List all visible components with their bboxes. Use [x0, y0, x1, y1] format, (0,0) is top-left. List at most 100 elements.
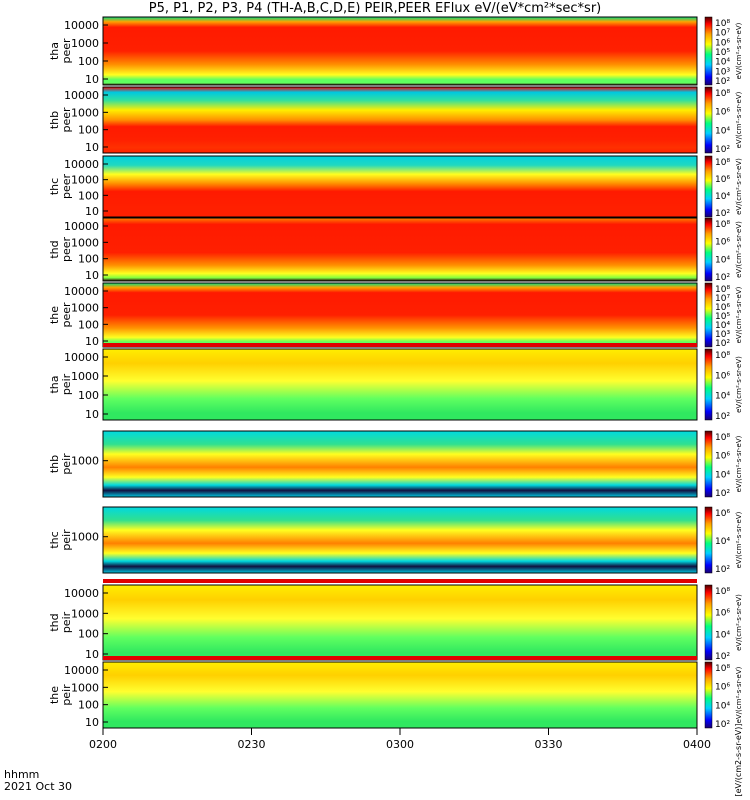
colorbar-tick-label: 10⁸ — [715, 351, 730, 361]
colorbar-unit-label: eV/(cm²-s-sr-eV) — [735, 158, 743, 215]
colorbar-tick-label: 10⁴ — [715, 192, 730, 202]
colorbar-unit-label: eV/(cm²-s-sr-eV) — [735, 22, 743, 79]
colorbar-tick-label: 10⁶ — [715, 371, 730, 381]
colorbar-tick-label: 10⁸ — [715, 433, 730, 443]
colorbar-tick-label: 10² — [715, 209, 730, 219]
y-tick-label: 10 — [85, 648, 99, 661]
colorbar-tick-label: 10⁸ — [715, 664, 730, 674]
colorbar-tick-label: 10⁴ — [715, 255, 730, 265]
panel-label: tha — [48, 375, 61, 393]
colorbar-tick-label: 10⁶ — [715, 175, 730, 185]
y-tick-label: 100 — [78, 318, 99, 331]
y-tick-label: 100 — [78, 389, 99, 402]
date-label: 2021 Oct 30 — [4, 780, 73, 793]
colorbar-unit-label: eV/(cm²-s-sr-eV) — [735, 286, 743, 343]
y-tick-label: 100 — [78, 189, 99, 202]
colorbar-the-peer — [704, 282, 713, 348]
y-tick-label: 10 — [85, 716, 99, 729]
panel-thb-peir: 1000 thb peir 10⁸ 10⁶ 10⁴ 10² eV/(cm²-s-sr-eV) — [48, 430, 743, 499]
y-tick-label: 1000 — [71, 174, 99, 187]
x-tick-label: 0300 — [386, 738, 414, 751]
y-tick-label: 10000 — [64, 158, 99, 171]
panel-label: thc — [48, 531, 61, 548]
colorbar-tick-label: 10⁴ — [715, 126, 730, 136]
plot-frame — [102, 506, 698, 574]
flag-band — [103, 343, 697, 347]
y-tick-label: 10 — [85, 141, 99, 154]
y-tick-label: 1000 — [71, 302, 99, 315]
y-tick-label: 1000 — [71, 681, 99, 694]
colorbar-tick-label: 10⁶ — [715, 452, 730, 462]
colorbar-tha-peir — [704, 348, 713, 421]
colorbar-thb-peer — [704, 86, 713, 154]
colorbar-tick-label: 10⁸ — [715, 285, 730, 295]
colorbar-tha-peer — [704, 16, 713, 86]
colorbar-tick-label: 10³ — [715, 330, 730, 340]
colorbar-tick-label: 10³ — [715, 67, 730, 77]
colorbar-unit-label: eV/(cm²-s-sr-eV) — [735, 91, 743, 148]
heatmap-thc-peer — [103, 156, 697, 217]
panel-label: tha — [48, 42, 61, 60]
colorbar-tick-label: 10⁵ — [715, 312, 730, 322]
y-tick-label: 10 — [85, 205, 99, 218]
colorbar-tick-label: 10⁸ — [715, 19, 730, 29]
panel-label: thd — [48, 240, 61, 258]
colorbar-unit-label: eV/(cm²-s-sr-eV) — [735, 221, 743, 278]
plot-frame — [102, 217, 698, 282]
panel-label: peir — [60, 684, 73, 706]
colorbar-tick-label: 10⁴ — [715, 58, 730, 68]
plot-frame — [102, 348, 698, 421]
plot-frame — [102, 86, 698, 154]
y-tick-label: 10000 — [64, 664, 99, 677]
panel-label: thd — [48, 613, 61, 631]
y-tick-label: 10 — [85, 408, 99, 421]
panel-tha-peir: 10000 1000 100 10 tha peir 10⁸ 10⁶ 10⁴ 10² eV/(cm²… — [48, 343, 743, 422]
colorbar-tick-label: 10² — [715, 339, 730, 349]
y-tick-label: 10000 — [64, 285, 99, 298]
colorbar-tick-label: 10² — [715, 145, 730, 155]
colorbar-tick-label: 10⁸ — [715, 587, 730, 597]
x-tick-label: 0400 — [683, 738, 711, 751]
plot-frame — [102, 155, 698, 218]
colorbar-the-peir — [704, 661, 713, 729]
panel-label: peer — [60, 174, 73, 200]
panel-label: peir — [60, 611, 73, 633]
panel-tha-peer: 10000 1000 100 10 tha peer 10⁸10⁷10⁶10⁵10⁴10³1… — [48, 16, 743, 87]
flag-band — [103, 656, 697, 660]
colorbar-tick-label: 10⁸ — [715, 158, 730, 168]
x-tick-label: 0330 — [535, 738, 563, 751]
panel-thb-peer: 10000 1000 100 10 thb peer 10⁸ 10⁶ 10⁴ 10² eV/(cm²… — [48, 86, 743, 155]
colorbar-unit-label: eV/(cm²-s-sr-eV) — [735, 666, 743, 723]
y-tick-label: 100 — [78, 628, 99, 641]
heatmap-the-peir — [103, 662, 697, 728]
panel-label: the — [48, 686, 61, 704]
panel-thc-peer: 10000 1000 100 10 thc peer 10⁸ 10⁶ 10⁴ 10² eV/(cm²… — [48, 155, 743, 219]
panel-label: peer — [60, 107, 73, 133]
colorbar-tick-label: 10⁴ — [715, 537, 730, 547]
heatmap-the-peer — [103, 283, 697, 347]
panel-label: peer — [60, 38, 73, 64]
colorbar-tick-label: 10² — [715, 412, 730, 422]
colorbar-tick-label: 10⁴ — [715, 321, 730, 331]
colorbar-thc-peer — [704, 155, 713, 218]
colorbar-tick-label: 10⁶ — [715, 683, 730, 693]
plot-frame — [102, 430, 698, 498]
heatmap-tha-peir — [103, 349, 697, 420]
colorbar-tick-label: 10⁸ — [715, 220, 730, 230]
y-tick-label: 10000 — [64, 220, 99, 233]
colorbar-unit-label: eV/(cm²-s-sr-eV) — [735, 594, 743, 651]
colorbar-thb-peir — [704, 430, 713, 498]
y-tick-label: 10 — [85, 269, 99, 282]
heatmap-thd-peir — [103, 585, 697, 660]
colorbar-tick-label: 10⁷ — [715, 294, 730, 304]
y-tick-label: 10 — [85, 335, 99, 348]
y-tick-label: 100 — [78, 124, 99, 137]
colorbar-tick-label: 10⁷ — [715, 29, 730, 39]
colorbar-thd-peir — [704, 584, 713, 661]
y-tick-label: 1000 — [71, 531, 99, 544]
y-tick-label: 1000 — [71, 370, 99, 383]
colorbar-tick-label: 10⁶ — [715, 238, 730, 248]
y-tick-label: 10 — [85, 73, 99, 86]
colorbar-tick-label: 10⁶ — [715, 303, 730, 313]
